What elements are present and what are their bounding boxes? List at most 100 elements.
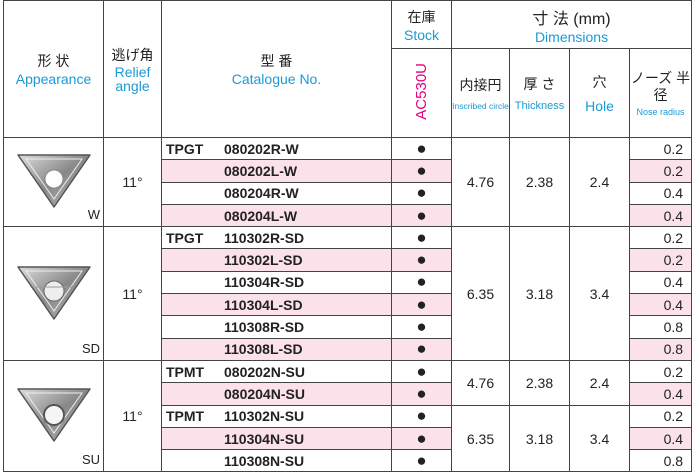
header-row: AC530U 内接円 Inscribed circle 厚 さ Thickness … (4, 48, 693, 138)
catalogue-cell: TPMT 110302N-SU (161, 404, 392, 428)
header-text: Catalogue No. (231, 71, 322, 87)
catalogue-number: 110302L-SD (224, 252, 303, 269)
catalogue-number: 080202L-W (224, 162, 298, 179)
header-text: Relief angle (114, 64, 151, 94)
header-text: ノーズ 半 径 (630, 69, 691, 103)
catalogue-cell: 110308N-SU (161, 449, 392, 473)
shape-label: SD (81, 340, 100, 356)
header-row: 形 状 Appearance 逃げ角 Relief angle 型 番 Catalog… (3, 0, 693, 138)
grade-text: AC530U (413, 63, 430, 120)
product-table: 形 状 Appearance 逃げ角 Relief angle 型 番 Catalog… (3, 0, 693, 473)
header-text: Thickness (514, 100, 565, 112)
relief-angle: 11° (103, 359, 162, 473)
relief-angle: 11° (103, 136, 162, 228)
stock-mark: ● (391, 449, 452, 473)
nose-radius: 0.4 (628, 203, 693, 228)
catalogue-number: 080202R-W (224, 140, 299, 157)
header-text: Stock (403, 26, 439, 43)
catalogue-cell: TPGT 080202R-W (161, 136, 392, 161)
catalogue-cell: 080202L-W (161, 159, 392, 183)
insert-image (16, 154, 91, 208)
catalogue-prefix: TPMT (166, 363, 205, 380)
stock-mark: ● (391, 136, 452, 161)
inscribed-value: 4.76 (451, 136, 510, 228)
catalogue-cell: 080204N-SU (161, 382, 392, 406)
shape-label: SU (81, 452, 100, 468)
hole-value: 3.4 (569, 226, 630, 361)
catalogue-number: 080204L-W (224, 207, 298, 224)
header-text: Hole (585, 98, 614, 114)
stock-mark: ● (391, 404, 452, 428)
nose-radius: 0.4 (628, 382, 693, 406)
header-text: 逃げ角 (111, 47, 154, 63)
relief-angle: 11° (103, 226, 162, 361)
inscribed-value: 6.35 (451, 404, 510, 473)
shape-cell: SD (3, 226, 104, 361)
product-row: W 11° TPGT 080202R-W ● 4.76 2.38 2.4 0.2 (3, 136, 693, 228)
catalogue-cell: 080204L-W (161, 203, 392, 228)
inscribed-header: 内接円 Inscribed circle (451, 48, 510, 138)
catalogue-number: 110304R-SD (224, 274, 305, 291)
catalogue-number: 110308L-SD (224, 341, 303, 358)
catalogue-number: 110308N-SU (224, 452, 305, 469)
stock-mark: ● (391, 426, 452, 451)
shape-cell: W (3, 136, 104, 228)
product-row: TPMT 110302N-SU ● 6.35 3.18 3.4 0.2 (4, 404, 693, 473)
product-row: 110308N-SU ● 0.8 (4, 449, 693, 473)
product-row: 110308R-SD ● 0.8 (4, 315, 693, 339)
product-row: SU 11° TPMT 080202N-SU ● 4.76 2.38 2.4 0.2 (3, 359, 693, 473)
catalogue-prefix: TPGT (166, 140, 204, 157)
product-row: SD 11° TPGT 110302R-SD ● 6.35 3.18 3.4 0.2 (3, 226, 693, 361)
catalogue-cell: 110304L-SD (161, 293, 392, 317)
stock-mark: ● (391, 337, 452, 361)
stock-mark: ● (391, 181, 452, 205)
catalogue-prefix: TPMT (166, 408, 205, 425)
product-row: 110308L-SD ● 0.8 (4, 337, 693, 361)
nose-radius: 0.2 (628, 136, 693, 161)
catalogue-number: 110304L-SD (224, 296, 303, 313)
hole-value: 2.4 (569, 136, 630, 228)
nose-radius: 0.4 (628, 426, 693, 451)
header-text: Nose radius (636, 106, 685, 117)
nose-radius: 0.2 (628, 404, 693, 428)
grade-header: AC530U (391, 48, 452, 138)
thickness-value: 2.38 (509, 136, 570, 228)
header-text: 穴 (592, 74, 607, 90)
header-text: 型 番 (260, 53, 293, 69)
appearance-header: 形 状 Appearance (3, 0, 104, 138)
stock-mark: ● (391, 315, 452, 339)
stock-header: 在庫 Stock (391, 0, 452, 49)
nose-radius: 0.8 (628, 315, 693, 339)
insert-image (16, 265, 91, 320)
header-text: Appearance (15, 71, 92, 87)
stock-mark: ● (391, 270, 452, 295)
stock-mark: ● (391, 248, 452, 272)
thickness-header: 厚 さ Thickness (509, 48, 570, 138)
thickness-value: 2.38 (509, 359, 570, 406)
header-text: Dimensions (534, 28, 609, 45)
catalogue-cell: 080204R-W (161, 181, 392, 205)
header-text: Inscribed circle (452, 101, 509, 111)
stock-mark: ● (391, 293, 452, 317)
catalogue-number: 110304N-SU (224, 430, 305, 447)
nose-radius: 0.2 (628, 226, 693, 250)
product-row: 110304L-SD ● 0.4 (4, 293, 693, 317)
catalogue-number: 110302R-SD (224, 229, 305, 246)
product-row: 080202L-W ● 0.2 (4, 159, 693, 183)
shape-cell: SU (3, 359, 104, 473)
product-row: 110304R-SD ● 0.4 (4, 270, 693, 295)
stock-mark: ● (391, 226, 452, 250)
inscribed-value: 6.35 (451, 226, 510, 361)
nose-radius: 0.8 (628, 337, 693, 361)
catalogue-prefix: TPGT (166, 229, 204, 246)
relief-header: 逃げ角 Relief angle (103, 0, 162, 138)
catalogue-cell: TPMT 080202N-SU (161, 359, 392, 384)
catalogue-cell: 110304N-SU (161, 426, 392, 451)
nose-radius: 0.4 (628, 270, 693, 295)
hole-value: 3.4 (569, 404, 630, 473)
nose-radius: 0.4 (628, 181, 693, 205)
dimensions-header: 寸 法 (mm) Dimensions (450, 0, 693, 49)
thickness-value: 3.18 (509, 226, 570, 361)
catalogue-number: 080204R-W (224, 185, 299, 202)
